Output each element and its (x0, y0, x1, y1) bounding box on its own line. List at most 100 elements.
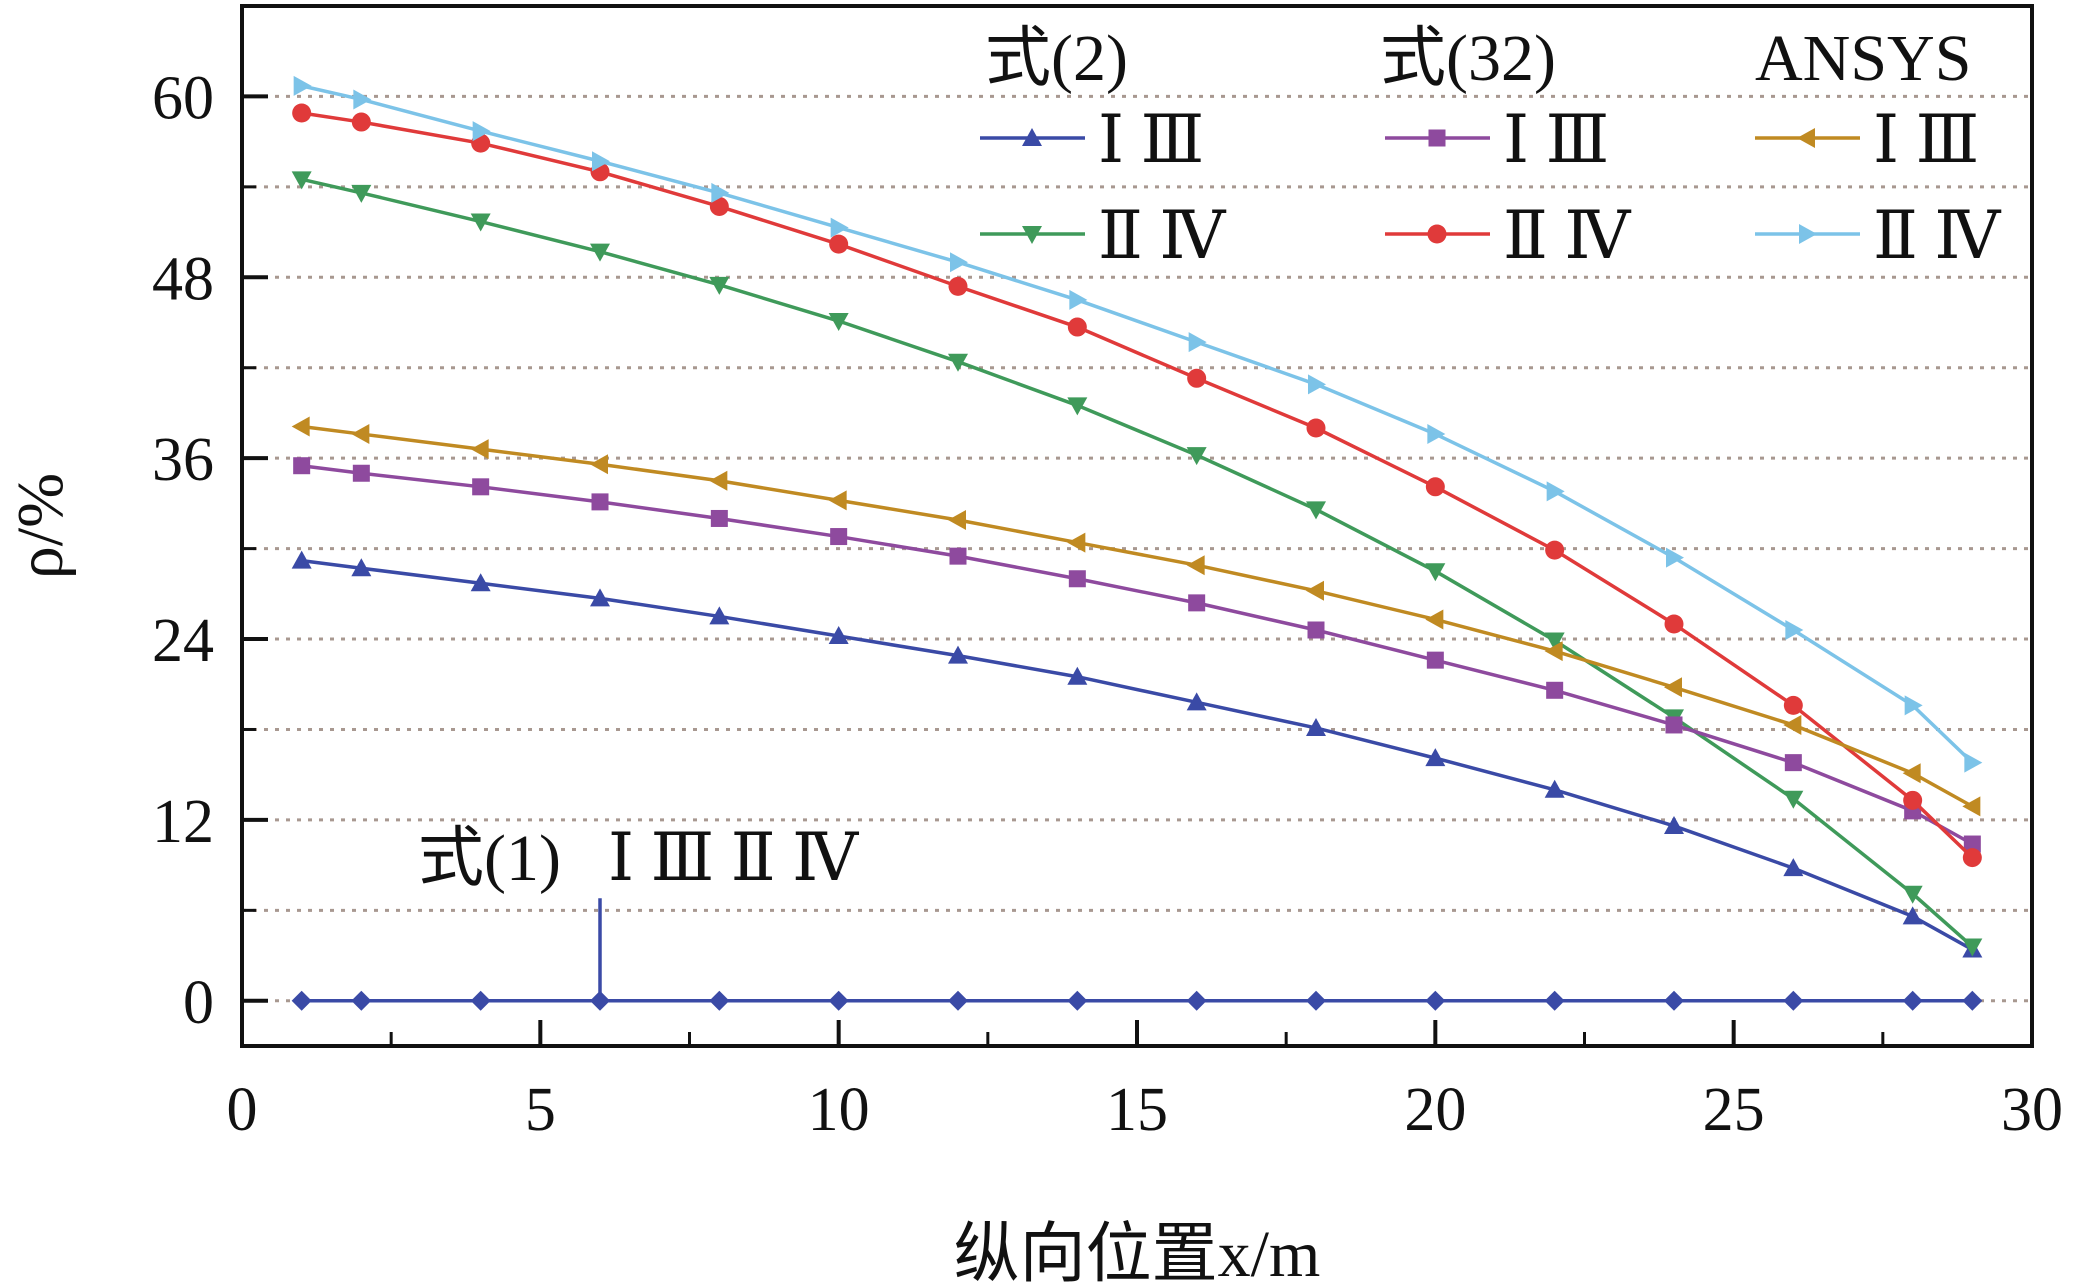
data-point (1903, 790, 1923, 810)
data-point (470, 573, 491, 592)
data-point (1546, 681, 1564, 699)
legend-marker (1022, 226, 1042, 244)
data-point (1186, 692, 1207, 711)
legend-marker (1799, 224, 1817, 244)
data-point (1427, 424, 1446, 445)
data-point (1306, 717, 1326, 736)
data-point (948, 990, 968, 1011)
data-point (1067, 990, 1088, 1011)
data-point (591, 493, 609, 511)
data-point (830, 528, 848, 546)
data-point (590, 454, 608, 475)
data-point (1067, 532, 1086, 553)
x-axis-title: 纵向位置x/m (954, 1218, 1321, 1282)
y-tick-label: 24 (152, 607, 214, 675)
data-point (291, 550, 312, 569)
data-point (709, 196, 729, 216)
data-point (1783, 695, 1803, 715)
legend-label: Ⅱ Ⅳ (1098, 200, 1226, 273)
data-point (351, 990, 372, 1011)
data-point (1544, 632, 1565, 651)
data-point (291, 416, 310, 437)
data-point (1425, 748, 1446, 767)
series-line (301, 84, 1974, 764)
data-point (828, 313, 849, 332)
data-point (1545, 540, 1565, 560)
data-point (1425, 563, 1446, 582)
data-point (1188, 594, 1206, 612)
data-point (1308, 374, 1326, 395)
legend-label: Ⅱ Ⅳ (1503, 200, 1631, 273)
data-point (470, 213, 491, 232)
legend: 式(2) 式(32) ANSYS Ⅰ Ⅲ Ⅱ Ⅳ Ⅰ Ⅲ Ⅱ Ⅳ Ⅰ Ⅲ Ⅱ Ⅳ (980, 22, 2001, 273)
series-line (301, 424, 1974, 808)
data-point (1962, 848, 1982, 868)
y-tick-label: 36 (152, 426, 214, 494)
data-point (1665, 716, 1683, 734)
data-point (1784, 754, 1802, 772)
data-point (1186, 990, 1207, 1011)
data-point (352, 464, 370, 482)
axis-ticks: 0 5 10 15 20 25 30 0 12 24 36 48 60 (152, 64, 2063, 1144)
data-point (1666, 547, 1684, 568)
data-point (1902, 885, 1923, 904)
data-point (590, 243, 610, 262)
data-point (292, 103, 312, 123)
data-point (472, 478, 490, 496)
data-point (1783, 714, 1802, 735)
series-line (301, 463, 1974, 846)
data-point (291, 171, 312, 190)
y-tick-label: 12 (152, 788, 214, 856)
data-point (1963, 835, 1981, 853)
data-point (1306, 580, 1324, 601)
data-point (1306, 990, 1326, 1011)
data-point (592, 151, 610, 172)
data-point (1664, 990, 1684, 1011)
data-point (709, 606, 730, 625)
data-point (709, 276, 730, 295)
data-point (1425, 990, 1446, 1011)
data-point (1664, 815, 1684, 834)
data-point (948, 353, 968, 372)
legend-marker (1022, 128, 1042, 146)
data-point (1186, 447, 1207, 466)
data-point (470, 439, 489, 460)
data-point (1069, 289, 1088, 310)
data-point (1664, 614, 1684, 634)
data-point (1964, 752, 1983, 773)
data-point (293, 75, 312, 96)
data-point (1902, 906, 1923, 925)
data-point (1783, 790, 1804, 809)
data-point (1068, 570, 1086, 588)
y-tick-label: 48 (152, 245, 214, 313)
data-point (709, 470, 728, 491)
data-point (949, 547, 967, 565)
data-point (830, 217, 849, 238)
data-point (1188, 332, 1207, 353)
data-point (1067, 397, 1088, 416)
legend-marker (1428, 129, 1446, 147)
data-point (1962, 938, 1983, 957)
annotation-label: 式(1) (418, 822, 561, 895)
data-point (353, 89, 372, 110)
data-point (1783, 990, 1804, 1011)
legend-label: Ⅱ Ⅳ (1873, 200, 2001, 273)
data-point (293, 457, 311, 475)
legend-group-title: ANSYS (1755, 22, 1971, 95)
data-point (1546, 481, 1565, 502)
data-point (828, 990, 849, 1011)
data-point (351, 424, 370, 445)
annotation: 式(1) Ⅰ Ⅲ Ⅱ Ⅳ (418, 822, 859, 1001)
data-point (948, 509, 966, 530)
data-point (1067, 666, 1088, 685)
annotation-series-label: Ⅰ Ⅲ Ⅱ Ⅳ (608, 822, 859, 895)
series-layer (291, 75, 1983, 1011)
legend-label: Ⅰ Ⅲ (1873, 104, 1979, 177)
data-point (950, 252, 968, 273)
data-point (291, 990, 312, 1011)
data-point (1306, 501, 1326, 520)
data-point (1544, 641, 1563, 662)
data-point (1962, 990, 1983, 1011)
x-tick-label: 0 (227, 1076, 258, 1144)
